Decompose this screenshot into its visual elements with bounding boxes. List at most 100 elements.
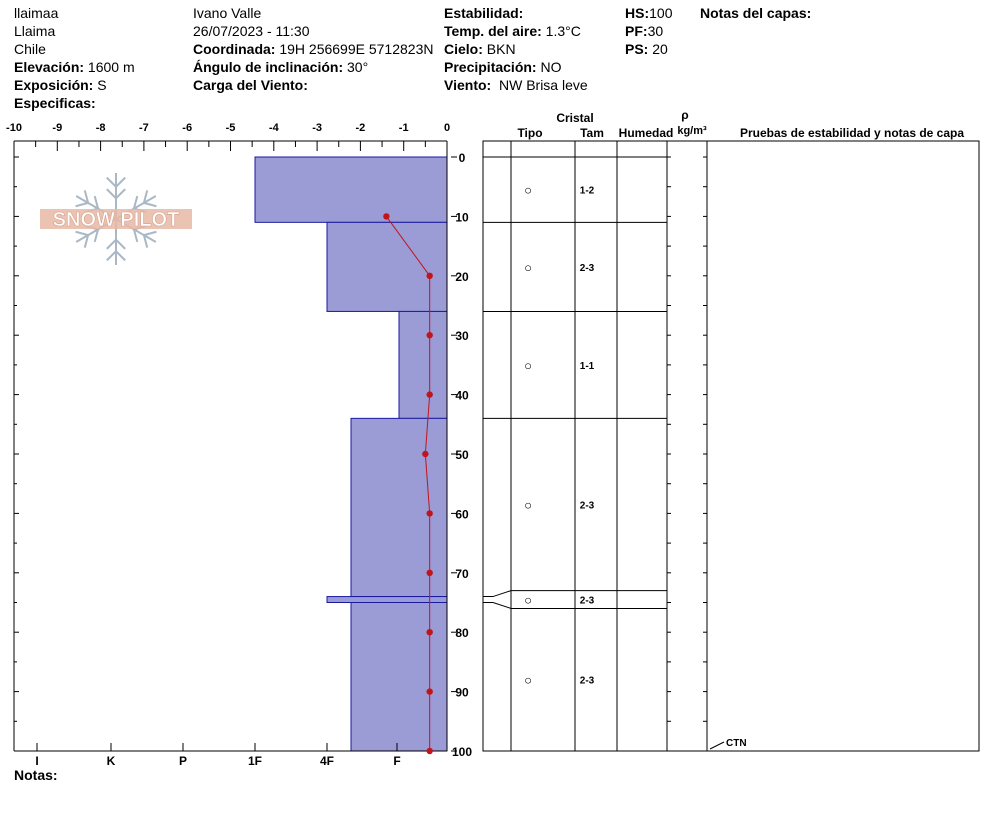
- depth-tick-label: 80: [455, 626, 469, 640]
- temperature-line: [385, 216, 431, 751]
- hs-value: 100: [649, 5, 673, 21]
- precipitation: Precipitación: NO: [444, 59, 561, 75]
- snowflake-branch: [106, 188, 117, 200]
- observation-datetime: 26/07/2023 - 11:30: [193, 23, 310, 39]
- depth-tick-label: 100: [452, 745, 472, 759]
- coordinates: Coordinada: 19H 256699E 5712823N: [193, 41, 433, 57]
- snowflake-branch: [142, 234, 149, 248]
- crystal-type: ○: [524, 358, 532, 373]
- hardness-label: 1F: [248, 754, 262, 768]
- temp-tick-label: -4: [269, 122, 280, 134]
- snowflake-branch: [106, 238, 117, 250]
- cristal-header: Cristal: [556, 111, 593, 125]
- crystal-type: ○: [524, 673, 532, 688]
- layer-notes-label: Notas del capas:: [700, 5, 812, 21]
- location-area: Llaima: [14, 23, 56, 39]
- crystal-type: ○: [524, 260, 532, 275]
- hardness-label: P: [179, 754, 187, 768]
- layer-connector: [483, 602, 512, 609]
- pf: PF:30: [625, 23, 663, 39]
- snowflake-branch: [106, 250, 117, 262]
- crystal-table-frame: [482, 140, 980, 752]
- hardness-bar: [326, 221, 448, 312]
- depth-tick-label: 30: [455, 329, 469, 343]
- temperature-point: [422, 450, 429, 458]
- hardness-label: K: [107, 754, 116, 768]
- snowflake-branch: [93, 229, 100, 243]
- elevation-value: 1600 m: [87, 59, 135, 75]
- density-unit-header: kg/m³: [677, 125, 707, 137]
- wind-load-label: Carga del Viento:: [193, 77, 308, 93]
- snowflake-branch: [115, 250, 126, 262]
- temp-tick-label: -8: [96, 122, 106, 134]
- tests-header: Pruebas de estabilidad y notas de capa: [740, 126, 964, 140]
- sky-label: Cielo:: [444, 41, 483, 57]
- ps: PS: 20: [625, 41, 668, 57]
- temp-tick-label: -1: [399, 122, 409, 134]
- temperature-point: [426, 569, 433, 576]
- precipitation-value: NO: [540, 59, 562, 75]
- snowflake-branch: [115, 188, 126, 200]
- snowflake-branch: [143, 201, 157, 208]
- stability-label: Estabilidad:: [444, 5, 524, 21]
- elevation-label: Elevación:: [14, 59, 85, 75]
- elevation: Elevación: 1600 m: [14, 59, 135, 75]
- sky-value: BKN: [486, 41, 516, 57]
- coordinates-value: 19H 256699E 5712823N: [279, 41, 434, 57]
- hardness-temperature-plot: -10 -9 -8 -7 -6 -5 -4 -3 -2 -1 0010203040506070809…: [6, 122, 472, 768]
- wind-value: NW Brisa leve: [498, 77, 588, 93]
- rho-header: ρ: [681, 108, 688, 122]
- depth-tick-label: 50: [455, 448, 469, 462]
- tipo-header: Tipo: [517, 126, 542, 140]
- temperature-point: [426, 688, 433, 695]
- temperature-point: [426, 391, 433, 398]
- crystal-size: 2-3: [580, 500, 595, 511]
- temp-tick-label: -5: [226, 122, 236, 134]
- humedad-header: Humedad: [619, 126, 674, 140]
- ps-label: PS:: [625, 41, 649, 57]
- temperature-point: [426, 747, 433, 755]
- depth-tick-label: 20: [455, 270, 469, 284]
- snowflake-branch: [75, 230, 89, 237]
- hardness-bar: [326, 596, 448, 603]
- temperature-point: [383, 213, 390, 220]
- test-note: CTN: [726, 738, 747, 749]
- crystal-type: ○: [524, 183, 532, 198]
- snowflake-branch: [115, 176, 126, 188]
- temp-tick-label: -7: [139, 122, 149, 134]
- crystal-table: ○ 1-2 ○ 2-3 ○ 1-1 ○ 2-3 ○ 2-3 ○ 2-3 CTN: [482, 140, 980, 752]
- snowflake-branch: [83, 190, 90, 204]
- snowflake-branch: [106, 176, 117, 188]
- observer-name: Ivano Valle: [193, 5, 262, 21]
- crystal-size: 1-2: [580, 186, 595, 197]
- layer-connector: [483, 590, 512, 598]
- tam-header: Tam: [580, 126, 604, 140]
- air-temp-label: Temp. del aire:: [444, 23, 542, 39]
- wind: Viento: NW Brisa leve: [444, 77, 588, 93]
- sky: Cielo: BKN: [444, 41, 516, 57]
- air-temp: Temp. del aire: 1.3°C: [444, 23, 581, 39]
- wind-label: Viento:: [444, 77, 492, 93]
- hardness-bar: [398, 310, 448, 419]
- temperature-point: [426, 272, 433, 279]
- temp-tick-label: -3: [312, 122, 322, 134]
- snowflake-branch: [115, 238, 126, 250]
- temp-tick-label: 0: [444, 122, 450, 134]
- hardness-label: I: [35, 754, 38, 768]
- snow-pilot-logo: SNOW PILOT: [40, 173, 192, 265]
- temp-tick-label: -2: [356, 122, 366, 134]
- depth-tick-label: 40: [455, 389, 469, 403]
- depth-tick-label: 90: [455, 686, 469, 700]
- temperature-point: [426, 332, 433, 339]
- hs: HS:100: [625, 5, 672, 21]
- temp-tick-label: -9: [52, 122, 62, 134]
- exposition: Exposición: S: [14, 77, 107, 93]
- hardness-bar: [350, 417, 448, 598]
- depth-tick-label: 10: [455, 210, 469, 224]
- temperature-point: [426, 510, 433, 517]
- hardness-bar: [350, 602, 448, 752]
- precipitation-label: Precipitación:: [444, 59, 537, 75]
- snowflake-branch: [143, 230, 157, 237]
- temperature-point: [426, 629, 433, 636]
- exposition-value: S: [97, 77, 107, 93]
